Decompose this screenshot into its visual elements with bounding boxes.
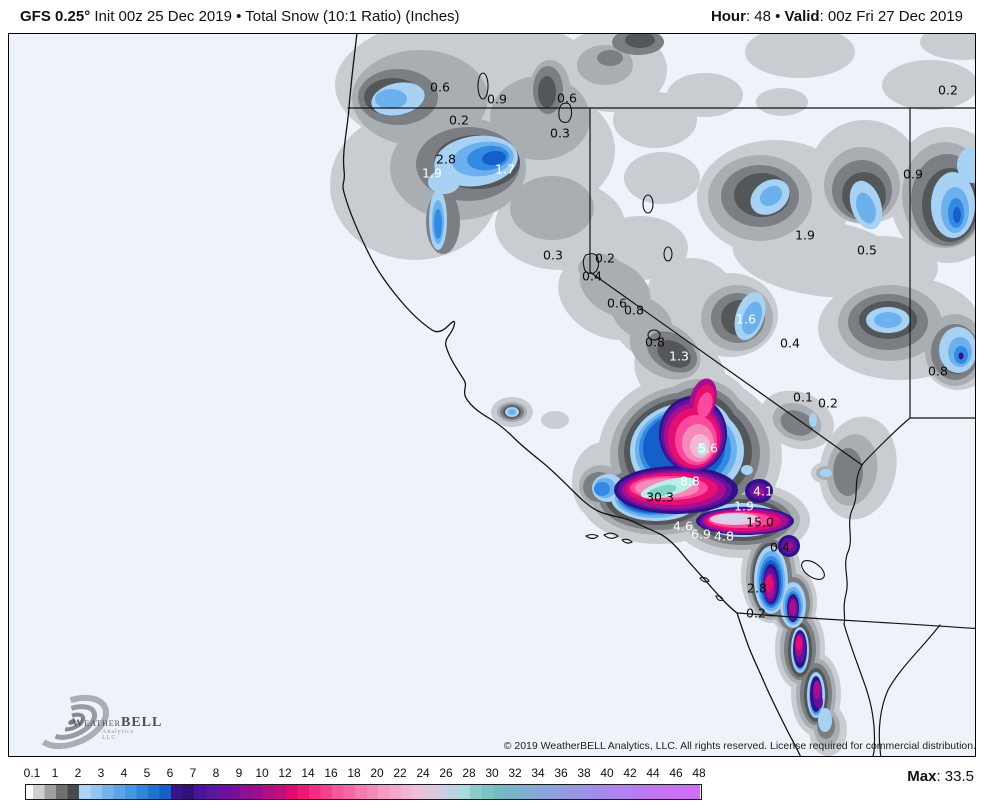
scale-tick-label: 4 (120, 766, 128, 780)
scale-tick-label: 26 (439, 766, 453, 780)
header-bar: GFS 0.25° Init 00z 25 Dec 2019 • Total S… (0, 0, 984, 33)
scale-tick-label: 40 (600, 766, 614, 780)
scale-color-segment (309, 785, 332, 799)
logo-weather: Weather (72, 715, 121, 729)
scale-color-segment (56, 785, 79, 799)
color-scale: 0.1 1 2 3 4 5 6 7 8 9 10 12 14 16 18 20 22 24 26 28 30 32 34 36… (0, 758, 984, 808)
valid-label: Valid (784, 8, 820, 25)
swirl-icon (35, 694, 109, 750)
scale-tick-label: 22 (393, 766, 407, 780)
state-borders (347, 107, 976, 757)
scale-color-segment (608, 785, 631, 799)
scale-color-segment (263, 785, 286, 799)
scale-tick-label: 46 (669, 766, 683, 780)
scale-color-segment (378, 785, 401, 799)
contour-teal-core (640, 443, 707, 499)
hour-label: Hour (710, 8, 746, 25)
scale-tick-label: 5 (143, 766, 151, 780)
scale-color-segment (332, 785, 355, 799)
scale-color-segment (562, 785, 585, 799)
scale-tick-label: 7 (189, 766, 197, 780)
title-rest: Init 00z 25 Dec 2019 • Total Snow (10:1 … (90, 8, 460, 25)
scale-color-segment (447, 785, 470, 799)
map-title: GFS 0.25° Init 00z 25 Dec 2019 • Total S… (20, 8, 460, 25)
scale-color-segment (26, 785, 33, 799)
scale-color-bar (25, 784, 702, 800)
scale-color-segment (286, 785, 309, 799)
scale-tick-label: 42 (623, 766, 637, 780)
scale-color-segment (355, 785, 378, 799)
scale-tick-label: 9 (235, 766, 243, 780)
scale-color-segment (585, 785, 608, 799)
scale-tick-label: 48 (692, 766, 706, 780)
scale-tick-label: 10 (255, 766, 269, 780)
scale-color-segment (240, 785, 263, 799)
scale-tick-label: 28 (462, 766, 476, 780)
map-frame (8, 33, 976, 757)
scale-tick-label: 30 (485, 766, 499, 780)
scale-color-segment (401, 785, 424, 799)
copyright-text: © 2019 WeatherBELL Analytics, LLC. All r… (503, 740, 976, 752)
scale-tick-label: 18 (347, 766, 361, 780)
contour-pale-bands (690, 434, 760, 525)
scale-color-segment (470, 785, 493, 799)
scale-color-segment (33, 785, 56, 799)
scale-color-segment (125, 785, 148, 799)
logo-text: WeatherBELL (72, 713, 162, 731)
scale-tick-label: 3 (97, 766, 105, 780)
hour-value: : 48 • (745, 8, 785, 25)
scale-color-segment (171, 785, 194, 799)
model-name: GFS 0.25° (20, 8, 91, 25)
scale-tick-label: 8 (212, 766, 220, 780)
valid-time-title: Hour: 48 • Valid: 00z Fri 27 Dec 2019 (711, 8, 963, 25)
scale-tick-label: 0.1 (23, 766, 41, 780)
scale-color-segment (539, 785, 562, 799)
scale-color-segment (79, 785, 102, 799)
scale-color-segment (217, 785, 240, 799)
valid-value: : 00z Fri 27 Dec 2019 (819, 8, 963, 25)
scale-color-segment (424, 785, 447, 799)
coastline (342, 33, 802, 757)
max-value-label: Max: 33.5 (907, 768, 974, 785)
logo-subtitle: Analytics LLC (102, 729, 134, 741)
scale-tick-label: 2 (74, 766, 82, 780)
scale-tick-label: 24 (416, 766, 430, 780)
scale-color-segment (148, 785, 171, 799)
weatherbell-logo: WeatherBELL Analytics LLC (28, 693, 161, 751)
scale-color-segment (631, 785, 654, 799)
scale-tick-label: 32 (508, 766, 522, 780)
scale-tick-label: 34 (531, 766, 545, 780)
scale-tick-label: 44 (646, 766, 660, 780)
scale-tick-label: 6 (166, 766, 174, 780)
scale-color-segment (102, 785, 125, 799)
max-label: Max (907, 768, 937, 785)
scale-tick-label: 14 (301, 766, 315, 780)
scale-color-segment (493, 785, 516, 799)
logo-bell: BELL (121, 715, 163, 730)
scale-color-segment (516, 785, 539, 799)
scale-color-segment (677, 785, 700, 799)
scale-color-segment (654, 785, 677, 799)
scale-tick-label: 36 (554, 766, 568, 780)
scale-tick-label: 38 (577, 766, 591, 780)
scale-tick-label: 20 (370, 766, 384, 780)
scale-color-segment (194, 785, 217, 799)
scale-tick-label: 12 (278, 766, 292, 780)
islands-and-lakes (477, 72, 825, 602)
scale-tick-label: 16 (324, 766, 338, 780)
scale-tick-label: 1 (51, 766, 59, 780)
max-value: : 33.5 (936, 768, 974, 785)
